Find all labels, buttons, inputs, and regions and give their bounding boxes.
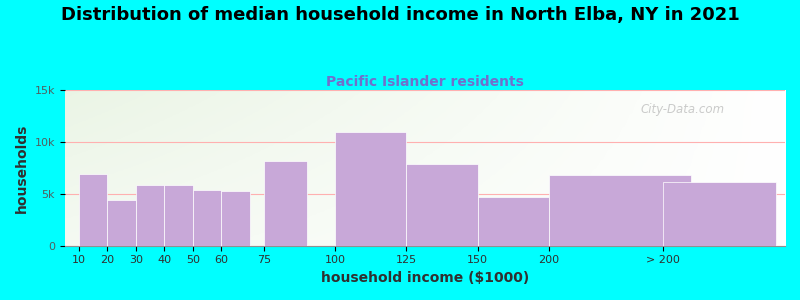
Bar [222,191,250,246]
Bar [662,182,777,246]
Bar [478,197,549,246]
Title: Pacific Islander residents: Pacific Islander residents [326,75,524,89]
X-axis label: household income ($1000): household income ($1000) [321,271,529,285]
Bar [136,184,165,246]
Bar [193,190,222,246]
Bar [335,132,406,246]
Bar [406,164,478,246]
Text: City-Data.com: City-Data.com [641,103,725,116]
Bar [79,174,107,246]
Y-axis label: households: households [15,123,29,213]
Bar [549,175,691,246]
Bar [107,200,136,246]
Text: Distribution of median household income in North Elba, NY in 2021: Distribution of median household income … [61,6,739,24]
Bar [165,184,193,246]
Bar [264,161,306,246]
